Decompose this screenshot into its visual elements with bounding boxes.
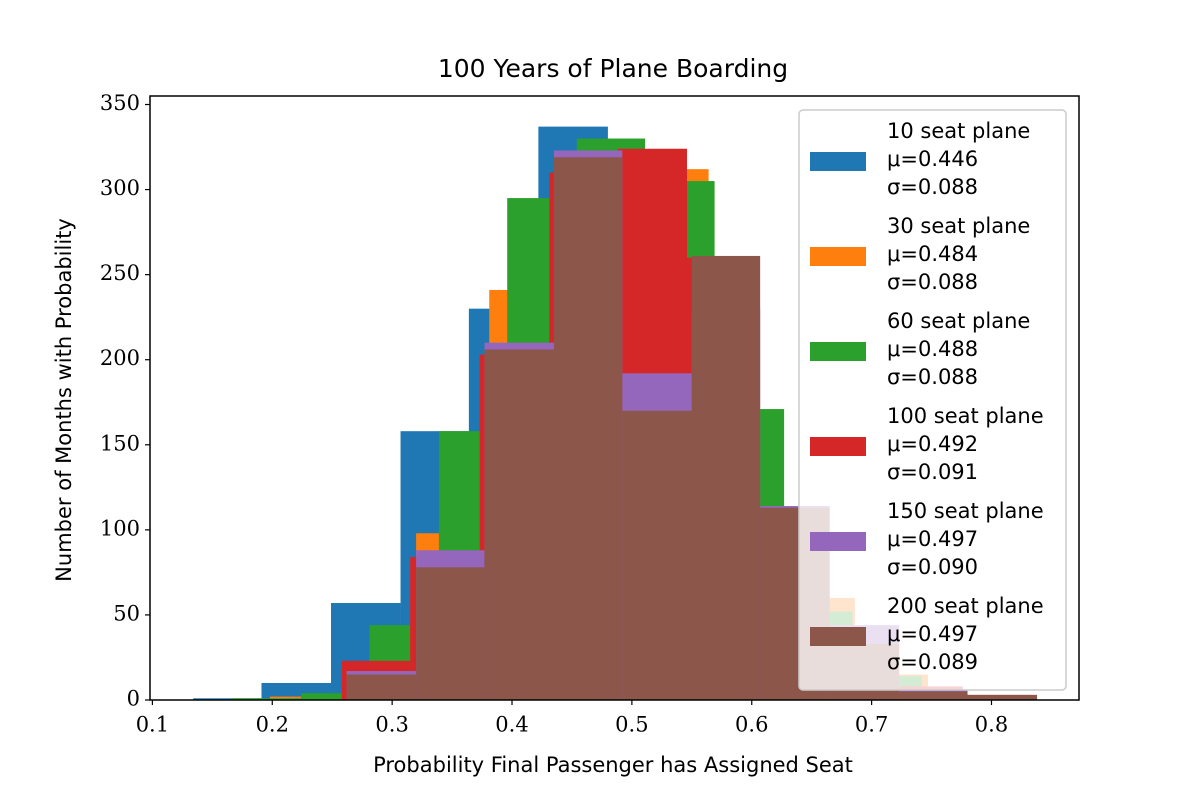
- y-tick-label: 200: [100, 346, 140, 370]
- histogram-bar: [346, 674, 417, 700]
- y-tick-label: 150: [100, 431, 140, 455]
- legend-label: 60 seat plane: [887, 309, 1030, 333]
- x-tick-label: 0.1: [136, 713, 169, 737]
- x-tick-label: 0.8: [975, 713, 1008, 737]
- histogram-bar: [231, 698, 302, 700]
- legend-swatch: [810, 342, 866, 361]
- legend-swatch: [810, 247, 866, 266]
- legend-label: μ=0.497: [887, 622, 978, 646]
- x-tick-label: 0.6: [735, 713, 768, 737]
- x-tick-label: 0.2: [256, 713, 289, 737]
- histogram-bar: [416, 567, 485, 700]
- legend-label: μ=0.446: [887, 147, 978, 171]
- legend-label: μ=0.484: [887, 242, 978, 266]
- legend-label: σ=0.088: [887, 270, 978, 294]
- y-tick-label: 300: [100, 176, 140, 200]
- legend-swatch: [810, 437, 866, 456]
- plot-frame: [149, 95, 1080, 701]
- histogram-bar: [899, 691, 968, 700]
- legend-label: σ=0.090: [887, 555, 978, 579]
- y-tick-label: 100: [100, 516, 140, 540]
- x-tick-label: 0.4: [495, 713, 528, 737]
- legend-label: 150 seat plane: [887, 499, 1044, 523]
- legend-label: 30 seat plane: [887, 214, 1030, 238]
- y-tick-label: 350: [100, 91, 140, 115]
- legend-swatch: [810, 152, 866, 171]
- legend-label: μ=0.497: [887, 527, 978, 551]
- legend-label: σ=0.088: [887, 365, 978, 389]
- legend-label: σ=0.088: [887, 175, 978, 199]
- legend-swatch: [810, 532, 866, 551]
- x-tick-label: 0.7: [855, 713, 888, 737]
- legend-label: μ=0.488: [887, 337, 978, 361]
- y-tick-label: 0: [127, 687, 140, 711]
- y-tick-label: 50: [113, 601, 140, 625]
- histogram-bar: [967, 694, 1038, 700]
- histogram-bar: [622, 410, 692, 700]
- legend-label: 100 seat plane: [887, 404, 1044, 428]
- legend-label: σ=0.089: [887, 650, 978, 674]
- chart-title: 100 Years of Plane Boarding: [438, 54, 788, 83]
- histogram-bar: [193, 698, 262, 700]
- legend-label: 10 seat plane: [887, 119, 1030, 143]
- histogram-bar: [691, 255, 761, 700]
- y-axis-label: Number of Months with Probability: [52, 218, 76, 582]
- legend-label: μ=0.492: [887, 432, 978, 456]
- histogram-bar: [301, 693, 370, 700]
- x-tick-label: 0.3: [375, 713, 408, 737]
- y-tick-label: 250: [100, 261, 140, 285]
- legend-label: σ=0.091: [887, 460, 978, 484]
- x-axis-label: Probability Final Passenger has Assigned…: [373, 753, 853, 777]
- histogram-bar: [553, 157, 623, 700]
- x-tick-label: 0.5: [615, 713, 648, 737]
- histogram-bar: [484, 349, 554, 700]
- legend-swatch: [810, 627, 866, 646]
- legend-label: 200 seat plane: [887, 594, 1044, 618]
